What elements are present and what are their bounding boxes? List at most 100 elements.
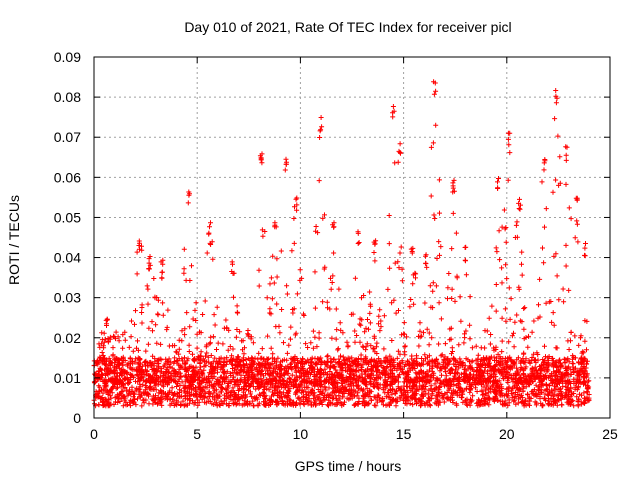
data-point xyxy=(191,377,196,382)
data-point xyxy=(450,397,455,403)
data-point xyxy=(447,326,453,332)
data-point xyxy=(186,372,191,378)
data-point xyxy=(582,318,588,324)
data-point xyxy=(381,346,387,352)
data-point xyxy=(512,382,518,388)
data-point xyxy=(433,122,439,128)
data-point xyxy=(203,353,208,359)
data-point xyxy=(263,393,269,399)
data-point xyxy=(344,339,350,345)
data-point xyxy=(505,375,511,381)
data-point xyxy=(104,367,110,373)
data-point xyxy=(503,262,509,268)
data-point xyxy=(440,393,446,399)
data-point xyxy=(257,393,263,398)
data-point xyxy=(388,364,394,370)
data-point xyxy=(118,379,124,385)
data-point xyxy=(427,396,433,401)
data-point xyxy=(392,160,398,166)
data-point xyxy=(541,395,547,401)
data-point xyxy=(357,339,363,345)
data-point xyxy=(546,398,552,404)
data-point xyxy=(527,374,533,379)
data-point xyxy=(508,296,514,302)
data-point xyxy=(552,116,558,122)
data-point xyxy=(252,355,258,361)
data-point xyxy=(227,370,233,376)
data-point xyxy=(259,355,265,361)
data-point xyxy=(451,371,457,377)
data-point xyxy=(439,352,445,358)
data-point xyxy=(487,378,493,384)
data-point xyxy=(286,342,292,348)
data-point xyxy=(256,362,262,367)
data-point xyxy=(493,378,499,384)
data-point xyxy=(241,351,247,357)
data-point xyxy=(183,277,189,283)
data-point xyxy=(429,392,435,398)
data-point xyxy=(422,352,428,358)
data-point xyxy=(468,371,473,377)
data-point xyxy=(273,374,279,380)
data-point xyxy=(284,283,290,289)
data-point xyxy=(351,372,357,378)
data-point xyxy=(482,345,488,351)
data-point xyxy=(444,395,450,401)
data-points xyxy=(91,79,592,409)
data-point xyxy=(545,363,551,369)
data-point xyxy=(97,365,103,371)
data-point xyxy=(410,378,415,384)
data-point xyxy=(372,383,378,389)
data-point xyxy=(381,313,387,319)
data-point xyxy=(235,363,241,369)
data-point xyxy=(503,239,509,245)
data-point xyxy=(417,328,423,334)
data-point xyxy=(294,207,300,213)
data-point xyxy=(228,379,234,385)
data-point xyxy=(214,364,220,370)
data-point xyxy=(452,389,458,394)
data-point xyxy=(516,286,522,292)
data-point xyxy=(367,394,373,399)
data-point xyxy=(242,401,248,407)
data-point xyxy=(563,152,569,158)
data-point xyxy=(518,367,524,373)
y-tick-label: 0.01 xyxy=(54,370,81,386)
data-point xyxy=(166,362,172,367)
data-point xyxy=(202,389,208,395)
data-point xyxy=(315,382,321,388)
data-point xyxy=(121,377,127,383)
data-point xyxy=(377,328,383,334)
data-point xyxy=(142,391,148,397)
data-point xyxy=(416,343,422,349)
data-point xyxy=(294,195,300,201)
data-point xyxy=(450,189,456,195)
data-point xyxy=(235,392,241,398)
data-point xyxy=(186,342,192,348)
data-point xyxy=(169,390,175,395)
data-point xyxy=(499,280,505,286)
data-point xyxy=(267,400,273,405)
data-point xyxy=(386,213,392,218)
data-point xyxy=(231,374,237,380)
data-point xyxy=(313,402,318,408)
data-point xyxy=(437,252,442,258)
data-point xyxy=(443,376,449,382)
data-point xyxy=(159,269,165,275)
data-point xyxy=(570,353,576,359)
data-point xyxy=(503,225,509,230)
data-point xyxy=(578,355,584,361)
data-point xyxy=(379,399,385,405)
data-point xyxy=(155,297,161,303)
data-point xyxy=(268,345,274,351)
data-point xyxy=(149,374,155,380)
data-point xyxy=(502,402,508,408)
data-point xyxy=(432,381,438,387)
data-point xyxy=(427,283,433,289)
data-point xyxy=(340,330,346,336)
data-point xyxy=(331,250,337,256)
data-point xyxy=(253,396,259,402)
data-point xyxy=(172,343,178,349)
data-point xyxy=(496,228,502,234)
data-point xyxy=(401,397,407,403)
